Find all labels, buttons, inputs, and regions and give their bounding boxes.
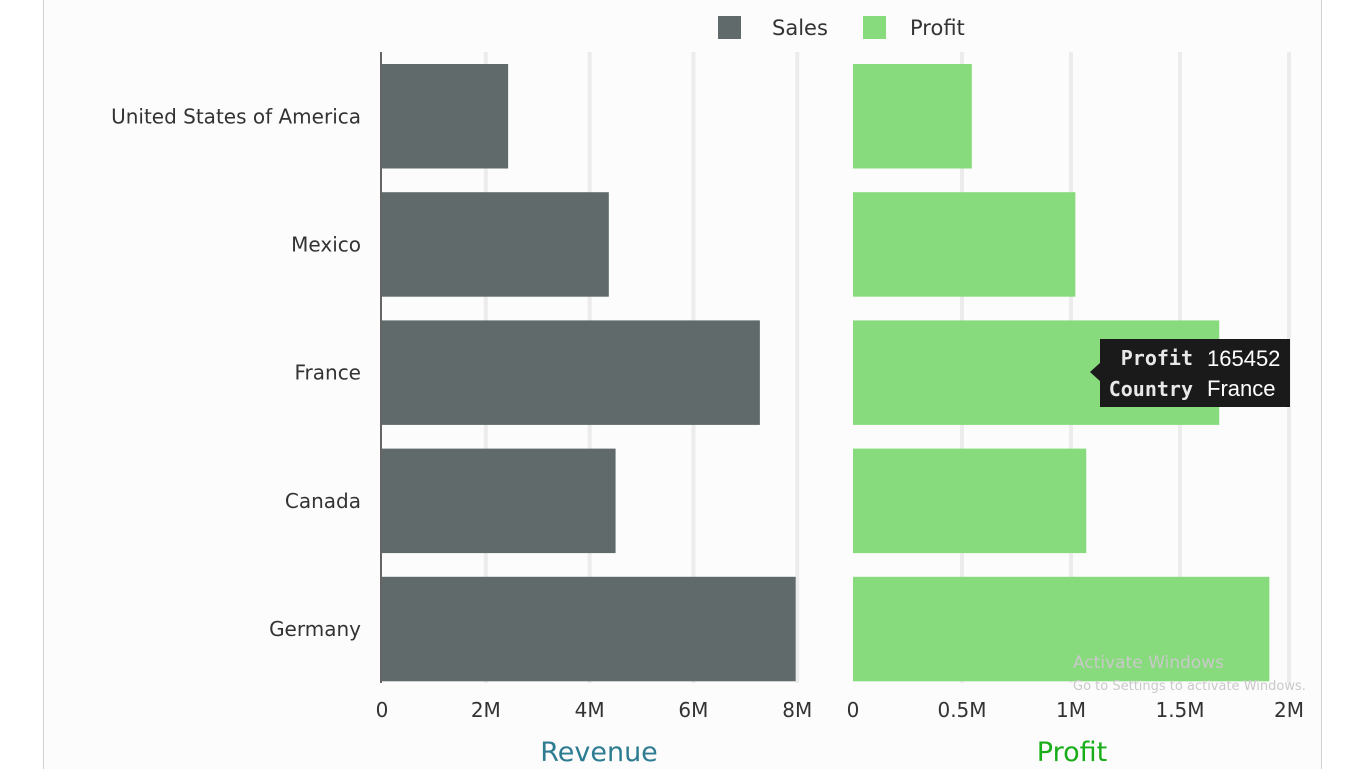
legend-swatch-sales[interactable] (718, 16, 741, 39)
tooltip-box (1100, 339, 1290, 407)
profit-bar[interactable] (853, 64, 972, 169)
profit-bar[interactable] (853, 192, 1076, 297)
sales-bar[interactable] (382, 576, 796, 682)
legend[interactable]: Sales Profit (718, 16, 965, 40)
legend-label-profit[interactable]: Profit (910, 16, 965, 40)
category-label: France (294, 361, 361, 385)
sales-bar[interactable] (382, 448, 616, 554)
sales-bar[interactable] (382, 320, 760, 425)
sales-x-tick-label: 8M (782, 698, 812, 722)
tooltip-value-profit: 165452 (1207, 346, 1280, 371)
sales-x-tick-label: 6M (678, 698, 708, 722)
watermark: Activate Windows Go to Settings to activ… (1073, 653, 1306, 694)
sales-bar[interactable] (382, 192, 609, 297)
watermark-line1: Activate Windows (1073, 653, 1224, 673)
category-labels: United States of America Mexico France Cana… (111, 104, 361, 641)
profit-x-tick-label: 1M (1056, 698, 1086, 722)
category-label: United States of America (111, 104, 361, 128)
tooltip: Profit 165452 Country France (1090, 339, 1290, 407)
sales-x-tick-labels: 0 2M 4M 6M 8M (376, 698, 813, 722)
profit-bar[interactable] (853, 448, 1087, 554)
profit-bars (853, 64, 1270, 682)
tooltip-value-country: France (1207, 376, 1275, 401)
category-label: Canada (285, 489, 361, 513)
sales-bars (382, 64, 796, 682)
profit-x-tick-labels: 0 0.5M 1M 1.5M 2M (847, 698, 1304, 722)
sales-x-tick-label: 0 (376, 698, 389, 722)
tooltip-key-profit: Profit (1121, 346, 1193, 370)
sales-x-tick-label: 4M (575, 698, 605, 722)
sales-bar[interactable] (382, 64, 509, 169)
profit-x-tick-label: 1.5M (1155, 698, 1204, 722)
profit-x-tick-label: 0.5M (937, 698, 986, 722)
profit-x-tick-label: 2M (1274, 698, 1304, 722)
legend-label-sales[interactable]: Sales (772, 16, 828, 40)
watermark-line2: Go to Settings to activate Windows. (1073, 679, 1306, 694)
sales-x-axis-title: Revenue (540, 737, 658, 768)
profit-bar[interactable] (853, 576, 1270, 682)
category-label: Germany (269, 617, 361, 641)
sales-x-tick-label: 2M (471, 698, 501, 722)
tooltip-key-country: Country (1109, 377, 1193, 401)
category-label: Mexico (291, 232, 361, 256)
profit-x-tick-label: 0 (847, 698, 860, 722)
profit-x-axis-title: Profit (1037, 737, 1107, 768)
legend-swatch-profit[interactable] (863, 16, 886, 39)
tooltip-pointer (1090, 362, 1101, 382)
